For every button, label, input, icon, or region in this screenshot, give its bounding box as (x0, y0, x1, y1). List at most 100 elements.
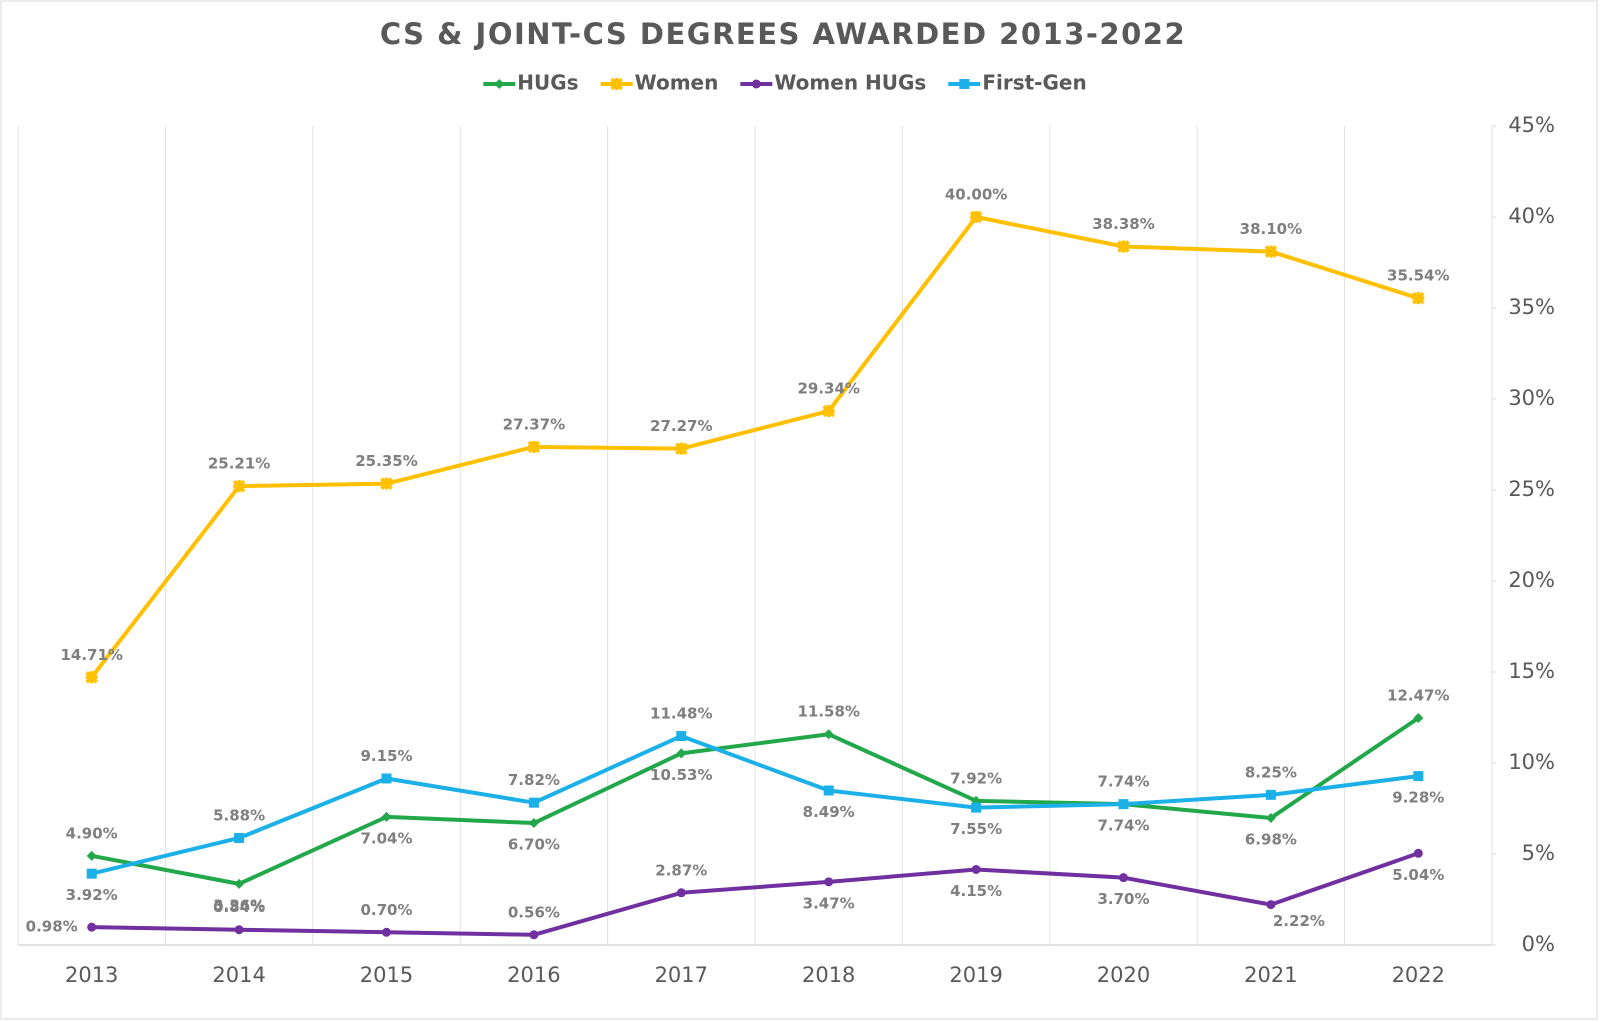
marker (234, 925, 244, 935)
data-label: 0.98% (26, 918, 78, 936)
data-label: 3.92% (66, 886, 118, 904)
marker (381, 773, 392, 784)
marker (676, 731, 687, 742)
data-label: 7.74% (1097, 817, 1149, 835)
data-label: 0.84% (213, 898, 265, 916)
legend-marker (751, 79, 761, 89)
data-label: 7.92% (950, 769, 1002, 787)
marker (1412, 291, 1425, 305)
x-tick-label: 2019 (949, 963, 1002, 987)
marker (971, 802, 982, 813)
chart-title: CS & JOINT-CS DEGREES AWARDED 2013-2022 (380, 17, 1186, 51)
data-label: 9.15% (360, 747, 412, 765)
y-tick-label: 20% (1508, 568, 1555, 592)
data-label: 14.71% (60, 646, 122, 664)
marker (382, 927, 391, 937)
legend-item: HUGs (483, 71, 579, 95)
x-tick-label: 2020 (1097, 963, 1150, 987)
x-tick-label: 2013 (65, 963, 118, 987)
data-label: 2.87% (655, 861, 707, 879)
marker (1264, 245, 1278, 258)
x-tick-label: 2018 (802, 963, 855, 987)
data-label: 25.21% (208, 455, 270, 473)
marker (1265, 812, 1276, 823)
y-tick-label: 40% (1508, 204, 1555, 228)
y-tick-label: 25% (1508, 477, 1555, 501)
marker (676, 888, 686, 898)
legend-item: First-Gen (948, 71, 1087, 95)
marker (85, 671, 98, 684)
marker (381, 811, 392, 822)
data-label: 35.54% (1387, 267, 1449, 285)
x-tick-label: 2022 (1392, 963, 1445, 987)
legend-item: Women (600, 71, 719, 95)
marker (823, 785, 834, 796)
marker (86, 868, 97, 879)
y-tick-label: 5% (1522, 841, 1555, 865)
marker (824, 877, 834, 887)
data-label: 11.58% (797, 703, 859, 721)
data-label: 25.35% (355, 452, 417, 470)
data-label: 7.82% (508, 771, 560, 789)
y-tick-label: 10% (1508, 750, 1555, 774)
data-label: 2.22% (1273, 912, 1325, 930)
data-label: 0.70% (360, 901, 412, 919)
marker (232, 479, 246, 493)
data-label: 38.38% (1092, 215, 1154, 233)
marker (823, 729, 834, 740)
data-label: 3.47% (803, 894, 855, 912)
x-tick-label: 2016 (507, 963, 560, 987)
legend-label: First-Gen (982, 71, 1086, 95)
y-tick-label: 30% (1508, 386, 1555, 410)
legend-label: Women HUGs (774, 71, 926, 95)
legend-marker (959, 79, 970, 89)
marker (528, 818, 539, 829)
data-label: 6.98% (1245, 830, 1297, 848)
x-tick-label: 2021 (1244, 963, 1297, 987)
legend-marker (494, 79, 505, 89)
data-label: 5.04% (1392, 866, 1444, 884)
marker (527, 440, 541, 454)
y-tick-label: 35% (1508, 295, 1555, 319)
data-label: 6.70% (508, 836, 560, 854)
marker (380, 477, 393, 490)
data-label: 40.00% (945, 186, 1007, 204)
data-label: 3.70% (1097, 890, 1149, 908)
marker (234, 832, 245, 843)
marker (969, 210, 983, 224)
marker (1117, 240, 1130, 253)
data-label: 10.53% (650, 766, 712, 784)
legend-label: Women (635, 71, 719, 95)
data-label: 27.27% (650, 417, 712, 435)
marker (86, 850, 97, 861)
x-tick-label: 2014 (212, 963, 265, 987)
y-tick-label: 0% (1522, 932, 1555, 956)
marker (1265, 789, 1276, 800)
series-line (91, 851, 1419, 937)
data-label: 8.49% (803, 803, 855, 821)
data-label: 9.28% (1392, 789, 1444, 807)
data-label: 29.34% (797, 380, 859, 398)
data-label: 5.88% (213, 806, 265, 824)
series-line (91, 734, 1419, 876)
data-label: 7.04% (360, 829, 412, 847)
marker (971, 864, 981, 874)
series-line (90, 215, 1419, 679)
data-label: 27.37% (503, 415, 565, 433)
x-tick-label: 2015 (360, 963, 413, 987)
data-label: 38.10% (1240, 220, 1302, 238)
y-tick-label: 15% (1508, 659, 1555, 683)
marker (1413, 713, 1424, 724)
data-label: 7.74% (1097, 773, 1149, 791)
data-label: 3.36% (213, 896, 265, 914)
marker (87, 922, 97, 932)
marker (822, 404, 835, 418)
legend: HUGs Women Women HUGs First-Gen (483, 71, 1087, 95)
y-tick-label: 45% (1508, 113, 1555, 137)
data-label: 7.55% (950, 820, 1002, 838)
marker (1413, 771, 1424, 782)
data-label: 12.47% (1387, 687, 1449, 705)
x-tick-label: 2017 (655, 963, 708, 987)
